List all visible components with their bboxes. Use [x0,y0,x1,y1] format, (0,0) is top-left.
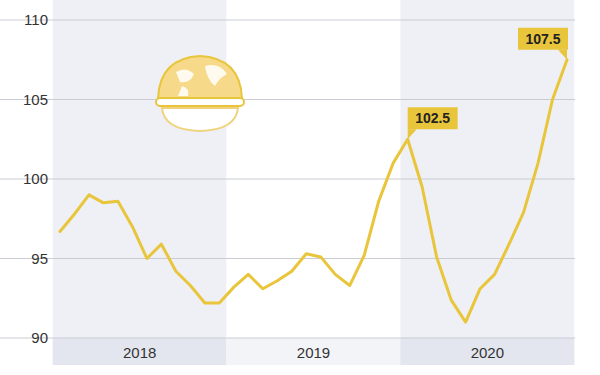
grid-line [0,338,575,339]
x-tick-label: 2018 [123,344,156,361]
x-tick-label: 2019 [297,344,330,361]
callout-box [518,28,568,50]
callout-pointer [558,50,567,60]
year-band [400,0,574,365]
y-tick-label: 95 [31,250,48,267]
grid-line [0,258,575,259]
y-tick-label: 105 [23,91,48,108]
grid-line [0,179,575,180]
callout-box [408,107,458,129]
line [60,60,567,322]
icon-bun-bottom [162,108,238,131]
y-tick-label: 110 [24,11,48,28]
year-strip [227,338,401,365]
icon-bun-top [158,56,242,98]
plot-area [60,60,567,322]
chart: 2018 2019 2020 90 95 100 105 110 102.5 107.5 [0,0,600,375]
value-label: 102.5 [415,110,450,126]
y-tick-label: 90 [31,329,48,346]
year-band [227,0,401,365]
icon-filling [156,98,244,106]
year-strip [400,338,574,365]
callout-pointer [408,129,417,139]
icon-continents [176,65,227,96]
grid-line [0,20,575,21]
year-strip [53,338,227,365]
grid-line [0,99,575,100]
x-tick-label: 2020 [471,344,504,361]
icon [156,56,244,131]
y-tick-label: 100 [23,170,48,187]
year-band [53,0,227,365]
value-label: 107.5 [525,31,560,47]
